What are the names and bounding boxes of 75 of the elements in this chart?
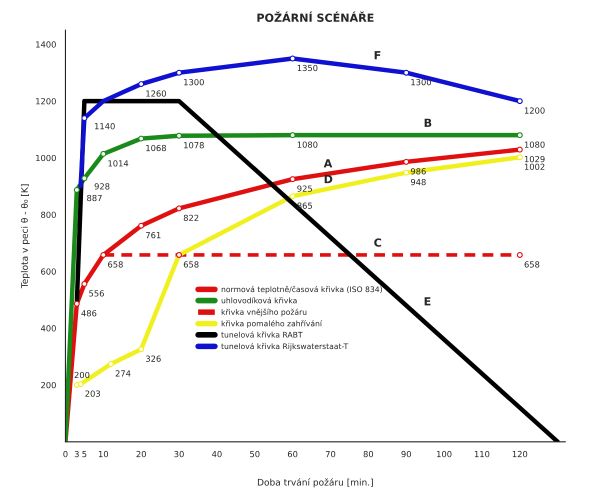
point: [176, 252, 182, 258]
data-label: 1200: [524, 107, 545, 114]
chart-title: POŽÁRNÍ SCÉNÁŘE: [257, 12, 374, 22]
data-label: 948: [410, 178, 426, 186]
data-label: 1014: [108, 160, 128, 167]
x-tick-label: 110: [474, 450, 490, 458]
data-label: 658: [108, 261, 123, 268]
x-tick-label: 120: [512, 450, 528, 458]
data-label: 1300: [411, 79, 432, 86]
x-tick-label: 0: [63, 450, 68, 458]
data-label: 658: [524, 261, 540, 268]
data-label: 274: [116, 370, 130, 376]
data-label: 1080: [298, 141, 318, 148]
x-axis-title: Doba trvání požáru [min.]: [258, 478, 373, 488]
data-label: 556: [89, 290, 104, 297]
data-label: 1300: [184, 79, 204, 86]
annotation: D: [324, 175, 332, 184]
data-label: 658: [184, 261, 199, 268]
y-tick-label: 1400: [36, 41, 56, 48]
data-label: 1002: [524, 164, 544, 170]
data-label: 1078: [184, 142, 204, 148]
data-label: 761: [146, 232, 160, 238]
point: [138, 222, 144, 229]
y-tick-label: 400: [40, 325, 56, 332]
y-axis-title: Teplota v peci θ - θ₀ [K]: [20, 184, 30, 288]
data-label: 1140: [95, 123, 115, 130]
x-tick-label: 10: [98, 450, 108, 458]
data-label: 822: [184, 214, 198, 222]
data-label: 1068: [146, 144, 166, 152]
point: [516, 98, 523, 104]
data-label: 1029: [524, 156, 545, 162]
x-tick-label: 40: [212, 450, 222, 458]
y-tick-label: 1000: [36, 154, 56, 162]
data-label: 1350: [298, 64, 318, 72]
point: [74, 186, 80, 193]
data-label: 925: [297, 185, 312, 192]
x-tick-label: 20: [136, 450, 146, 458]
point: [81, 280, 88, 287]
point: [100, 252, 106, 258]
annotation: E: [424, 297, 430, 306]
data-label: 986: [410, 168, 426, 174]
y-tick-label: 1200: [36, 98, 56, 104]
y-tick-label: 600: [41, 268, 56, 275]
x-tick-label: 90: [401, 450, 411, 458]
x-tick-label: 70: [326, 450, 336, 458]
data-label: 1080: [524, 141, 545, 148]
data-label: 486: [81, 310, 96, 316]
annotation: B: [424, 118, 432, 127]
x-tick-label: 50: [250, 450, 260, 458]
point: [516, 252, 523, 258]
x-tick-label: 100: [437, 450, 452, 458]
x-tick-label: 30: [174, 450, 184, 458]
y-tick-label: 200: [41, 382, 56, 388]
annotation: F: [374, 51, 380, 60]
x-tick-label: 3: [74, 450, 79, 458]
data-label: 200: [74, 372, 90, 378]
data-label: 887: [87, 194, 102, 202]
x-tick-label: 5: [82, 451, 86, 458]
point: [138, 346, 144, 352]
y-tick-label: 800: [41, 212, 56, 218]
annotation: C: [374, 238, 382, 247]
point: [108, 360, 114, 367]
point: [138, 81, 144, 88]
point: [78, 381, 84, 388]
point: [290, 193, 296, 200]
data-label: 928: [94, 183, 110, 190]
data-label: 203: [85, 390, 100, 397]
data-label: 1260: [146, 90, 166, 97]
point: [100, 150, 106, 157]
annotation: A: [324, 159, 332, 168]
x-tick-label: 60: [288, 450, 298, 458]
data-label: 326: [146, 356, 161, 362]
x-tick-label: 80: [364, 450, 374, 458]
point: [176, 205, 182, 212]
point: [81, 175, 88, 182]
